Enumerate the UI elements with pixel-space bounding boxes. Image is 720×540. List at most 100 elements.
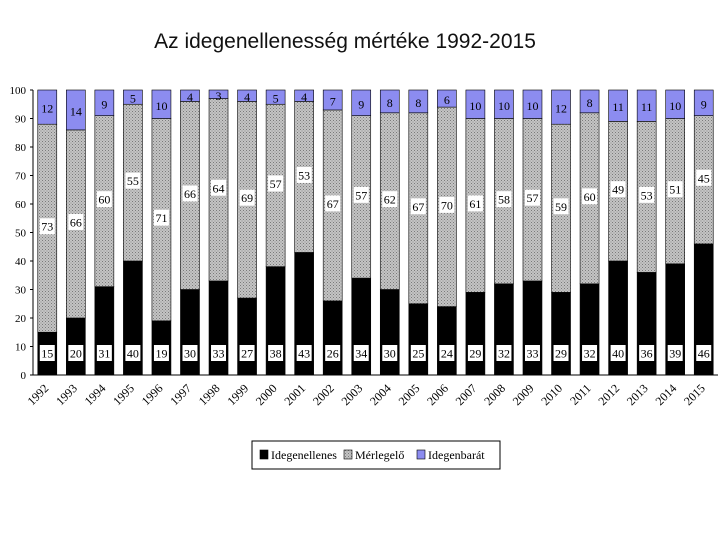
data-label: 61 (469, 197, 481, 211)
bar-segment (322, 300, 343, 376)
data-label: 38 (270, 347, 282, 361)
data-label: 71 (155, 211, 167, 225)
data-label-box (125, 345, 141, 361)
data-label-box (582, 345, 598, 361)
legend-swatch (416, 449, 426, 460)
data-label: 10 (669, 99, 681, 113)
data-label: 8 (587, 96, 593, 110)
data-label-box (382, 345, 398, 361)
data-label: 67 (412, 200, 424, 214)
legend-box (251, 440, 501, 470)
x-tick-label: 1996 (139, 381, 166, 408)
bar-segment (636, 89, 657, 122)
y-tick-label: 80 (15, 142, 27, 154)
data-label-box (96, 191, 112, 208)
x-tick-label: 2010 (538, 381, 565, 408)
x-tick-label: 2009 (510, 381, 537, 408)
data-label: 33 (213, 347, 225, 361)
data-label-box (524, 345, 540, 361)
data-label-box (325, 195, 341, 212)
bar-segment (265, 89, 286, 105)
data-label: 9 (358, 97, 364, 111)
data-label: 69 (241, 191, 253, 205)
legend-swatch (259, 449, 269, 460)
data-label: 49 (612, 183, 624, 197)
data-label: 62 (384, 193, 396, 207)
data-label-box (239, 345, 255, 361)
data-label: 26 (327, 347, 339, 361)
data-label: 51 (669, 183, 681, 197)
data-label: 73 (41, 220, 53, 234)
data-label: 15 (41, 347, 53, 361)
data-label: 30 (184, 347, 196, 361)
legend-label: Idegenellenes (271, 448, 337, 462)
data-label: 57 (526, 191, 538, 205)
data-label: 10 (526, 99, 538, 113)
data-label-box (524, 189, 540, 206)
data-label: 27 (241, 347, 253, 361)
data-label-box (296, 345, 312, 361)
data-label-box (353, 345, 369, 361)
data-label: 25 (412, 347, 424, 361)
data-label: 60 (584, 190, 596, 204)
data-label-box (467, 345, 483, 361)
data-label: 29 (469, 347, 481, 361)
data-label: 7 (330, 94, 336, 108)
data-label: 10 (469, 99, 481, 113)
data-label-box (182, 185, 198, 202)
data-label: 5 (273, 92, 279, 106)
y-tick-label: 0 (21, 370, 27, 382)
data-label: 4 (244, 90, 250, 104)
data-label: 66 (70, 215, 82, 229)
bar-segment (494, 89, 514, 119)
bar-segment (579, 89, 600, 114)
bar-segment (522, 89, 543, 119)
x-tick-label: 1998 (196, 381, 223, 408)
data-label: 12 (555, 102, 567, 116)
data-label-box (211, 179, 227, 196)
data-label: 20 (70, 347, 82, 361)
data-label-box (639, 345, 655, 361)
bar-segment (322, 89, 343, 111)
y-tick-label: 60 (15, 199, 27, 211)
bar-segment (180, 89, 200, 102)
data-label-box (39, 345, 55, 361)
bar-segment (237, 89, 257, 102)
bar-segment (693, 89, 714, 116)
y-tick-label: 30 (15, 285, 27, 297)
bars (37, 89, 714, 376)
data-label: 59 (555, 200, 567, 214)
data-label: 11 (641, 100, 653, 114)
x-tick-label: 2008 (481, 381, 508, 408)
x-tick-label: 1994 (82, 381, 109, 408)
data-label-box (610, 345, 626, 361)
data-label-box (39, 218, 55, 235)
data-label: 40 (612, 347, 624, 361)
bar-segment (551, 89, 571, 125)
data-label: 57 (270, 177, 282, 191)
bar-segment (208, 89, 229, 99)
legend-label: Idegenbarát (428, 448, 485, 462)
data-label-box (125, 172, 141, 189)
data-label-box (153, 209, 169, 226)
data-label-box (410, 345, 426, 361)
data-label-box (639, 186, 655, 203)
data-label: 31 (98, 347, 110, 361)
data-label-box (696, 169, 712, 186)
data-label: 24 (441, 347, 453, 361)
data-label: 6 (444, 93, 450, 107)
bar-segment (237, 297, 257, 376)
data-label-box (153, 345, 169, 361)
data-label: 33 (526, 347, 538, 361)
data-label-box (296, 166, 312, 183)
data-label-box (467, 195, 483, 212)
data-label: 34 (355, 347, 367, 361)
data-label: 53 (298, 168, 310, 182)
y-tick-label: 50 (15, 228, 27, 240)
data-label-box (582, 188, 598, 205)
x-tick-label: 1995 (110, 381, 137, 408)
data-label: 8 (387, 96, 393, 110)
data-label: 58 (498, 193, 510, 207)
x-tick-label: 1992 (25, 381, 52, 408)
